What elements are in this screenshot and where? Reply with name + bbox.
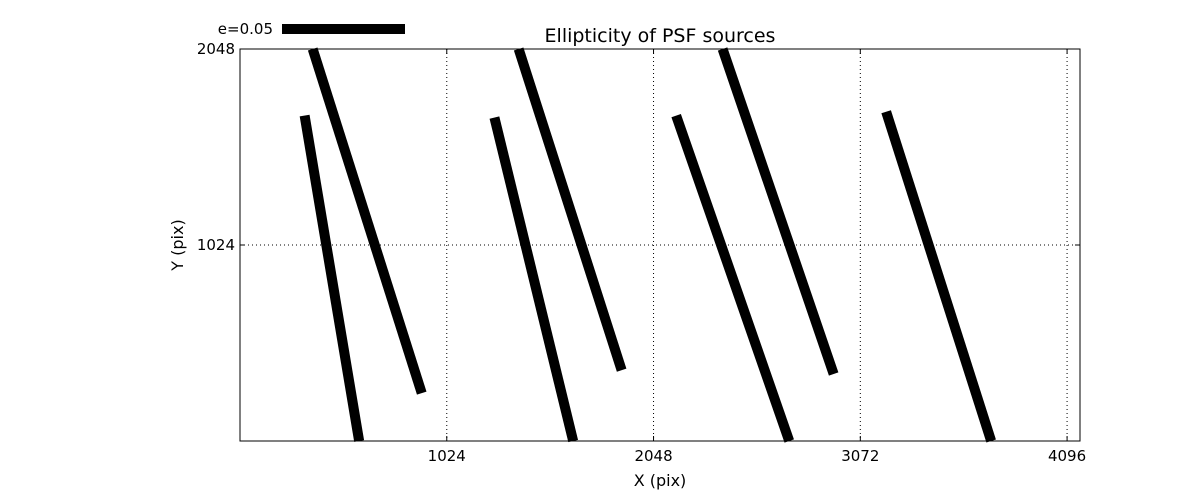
key-label: e=0.05 bbox=[218, 20, 273, 38]
x-axis-label: X (pix) bbox=[634, 471, 687, 490]
grid-layer bbox=[240, 48, 1080, 441]
chart-title: Ellipticity of PSF sources bbox=[545, 25, 776, 47]
x-tick-label: 3072 bbox=[841, 447, 879, 465]
ellipticity-segment bbox=[513, 47, 627, 372]
y-tick-label: 1024 bbox=[197, 236, 235, 254]
ellipticity-segment bbox=[299, 114, 365, 442]
segments-layer bbox=[299, 47, 996, 443]
x-tick-label: 2048 bbox=[634, 447, 672, 465]
ellipticity-segment bbox=[489, 116, 579, 443]
ellipticity-segment bbox=[307, 47, 427, 395]
x-tick-label: 1024 bbox=[428, 447, 466, 465]
ticks-layer: 1024 2048 3072 4096 1024 2048 bbox=[197, 40, 1086, 465]
x-tick-label: 4096 bbox=[1048, 447, 1086, 465]
y-tick-label: 2048 bbox=[197, 40, 235, 58]
ellipticity-segment bbox=[717, 47, 839, 376]
y-axis-label: Y (pix) bbox=[168, 219, 187, 271]
ellipticity-segment bbox=[881, 110, 996, 443]
ellipticity-segment bbox=[671, 113, 794, 443]
